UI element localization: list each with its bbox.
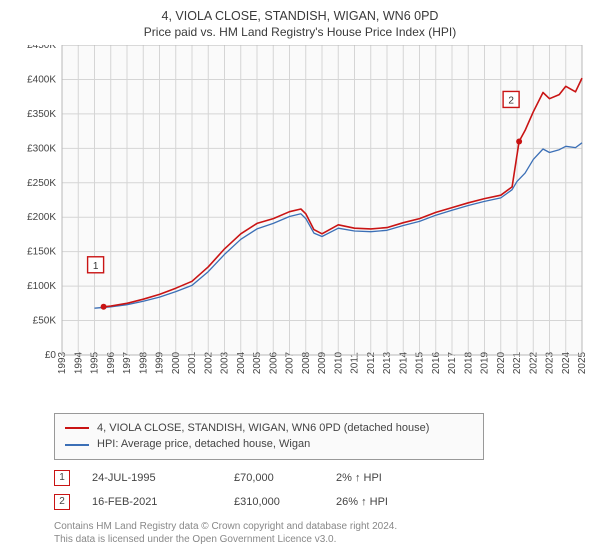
svg-text:£350K: £350K [27,109,56,120]
marker-price-1: £70,000 [234,472,314,484]
svg-text:£0: £0 [45,350,57,361]
svg-text:1: 1 [93,261,99,272]
legend-row-series2: HPI: Average price, detached house, Wiga… [65,436,473,453]
svg-text:£150K: £150K [27,247,56,258]
marker-pct-1: 2% ↑ HPI [336,472,436,484]
license-line-1: Contains HM Land Registry data © Crown c… [54,520,586,534]
license-text: Contains HM Land Registry data © Crown c… [54,520,586,547]
svg-text:£400K: £400K [27,74,56,85]
marker-badge-1: 1 [54,470,70,486]
svg-text:£200K: £200K [27,212,56,223]
legend-label-2: HPI: Average price, detached house, Wiga… [97,436,310,453]
chart-svg: £0 £50K £100K £150K £200K £250K £300K £350K £400… [14,45,586,405]
legend-swatch-2 [65,444,89,446]
legend-row-series1: 4, VIOLA CLOSE, STANDISH, WIGAN, WN6 0PD… [65,420,473,437]
svg-text:£100K: £100K [27,281,56,292]
marker-badge-2: 2 [54,494,70,510]
svg-text:£50K: £50K [33,315,57,326]
marker-row-1: 1 24-JUL-1995 £70,000 2% ↑ HPI [54,466,586,490]
marker-date-2: 16-FEB-2021 [92,496,212,508]
marker-pct-2: 26% ↑ HPI [336,496,436,508]
marker-price-2: £310,000 [234,496,314,508]
svg-text:£300K: £300K [27,143,56,154]
marker-date-1: 24-JUL-1995 [92,472,212,484]
legend-label-1: 4, VIOLA CLOSE, STANDISH, WIGAN, WN6 0PD… [97,420,429,437]
chart-title: 4, VIOLA CLOSE, STANDISH, WIGAN, WN6 0PD [14,8,586,25]
svg-text:£450K: £450K [27,45,56,51]
legend: 4, VIOLA CLOSE, STANDISH, WIGAN, WN6 0PD… [54,413,484,460]
svg-text:£250K: £250K [27,178,56,189]
legend-swatch-1 [65,427,89,429]
chart-subtitle: Price paid vs. HM Land Registry's House … [14,25,586,39]
marker-row-2: 2 16-FEB-2021 £310,000 26% ↑ HPI [54,490,586,514]
license-line-2: This data is licensed under the Open Gov… [54,533,586,547]
svg-text:2: 2 [508,95,514,106]
plot-area: £0 £50K £100K £150K £200K £250K £300K £350K £400… [14,45,586,405]
chart-container: 4, VIOLA CLOSE, STANDISH, WIGAN, WN6 0PD… [0,0,600,560]
marker-table: 1 24-JUL-1995 £70,000 2% ↑ HPI 2 16-FEB-… [54,466,586,514]
